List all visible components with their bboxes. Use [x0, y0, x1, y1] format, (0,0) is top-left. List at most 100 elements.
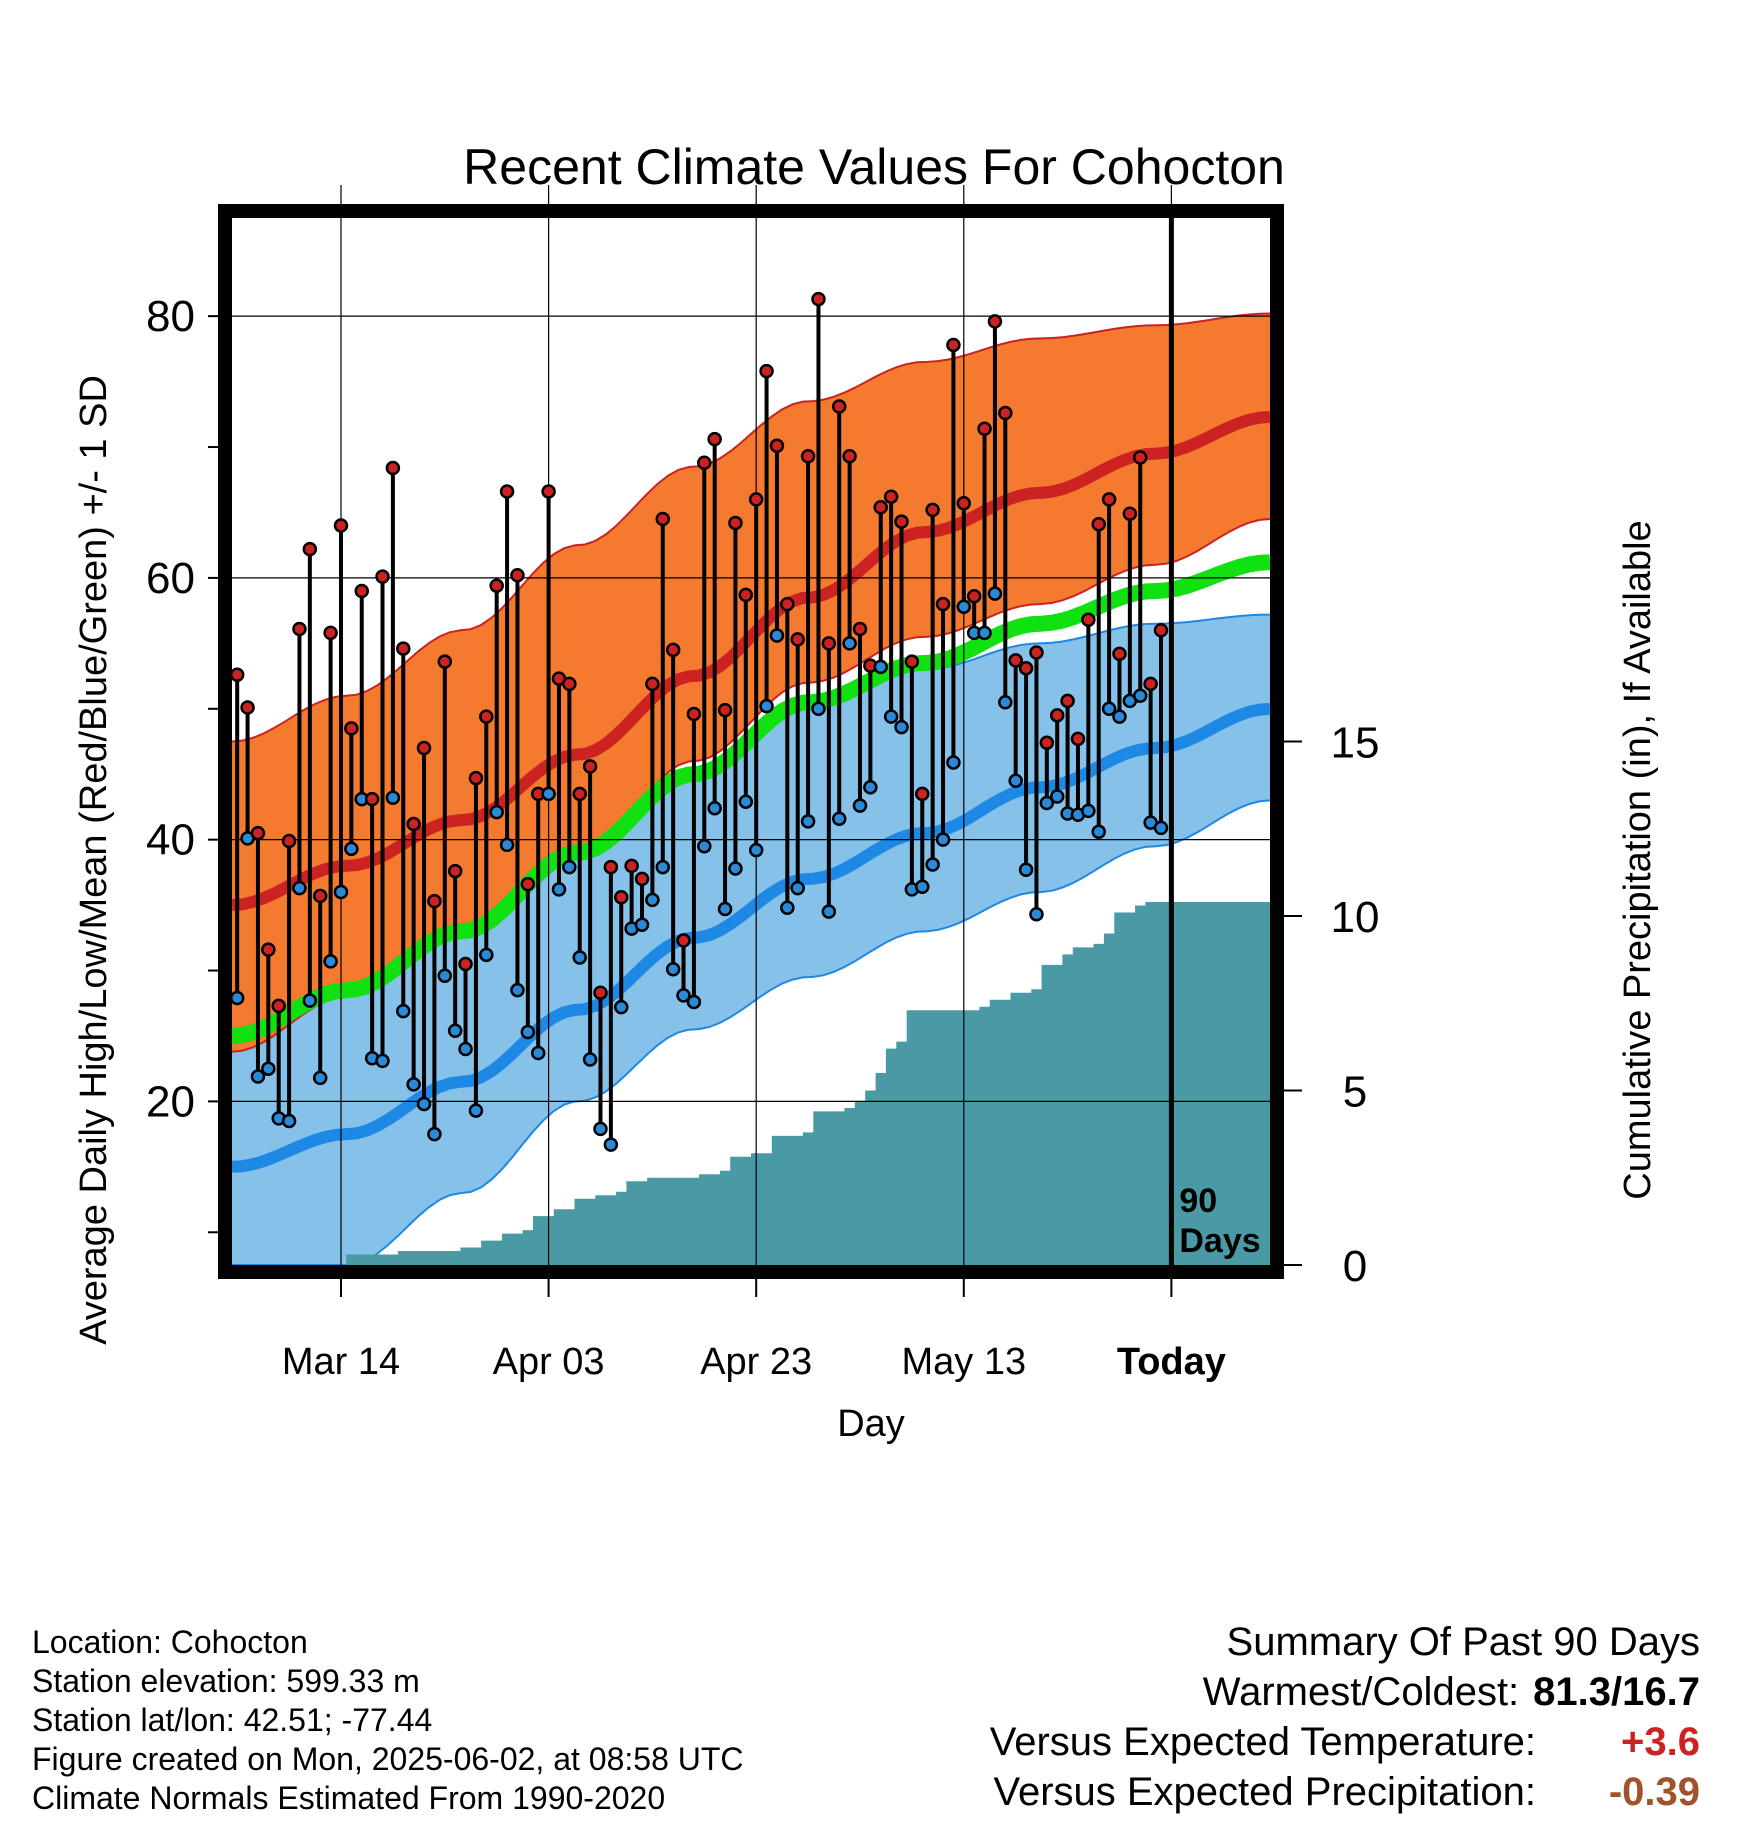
low-point	[883, 709, 899, 724]
low-point	[479, 947, 494, 963]
latlon-text: Station lat/lon: 42.51; -77.44	[32, 1702, 433, 1738]
high-point	[790, 632, 805, 647]
low-point	[707, 800, 722, 816]
high-point	[1133, 450, 1148, 465]
high-point	[915, 786, 930, 802]
low-point	[686, 994, 702, 1010]
low-point	[1008, 773, 1023, 789]
low-point	[447, 1023, 463, 1038]
low-point	[468, 1103, 484, 1118]
warm-cold-row: Warmest/Coldest: 81.3/16.7	[990, 1667, 1700, 1717]
high-point	[354, 583, 369, 599]
high-point	[468, 770, 484, 786]
low-point	[842, 636, 857, 651]
high-point	[582, 759, 598, 774]
high-point	[1039, 735, 1055, 751]
high-point	[1070, 731, 1086, 747]
low-point	[1101, 701, 1117, 717]
y2-tick-label: 10	[1331, 893, 1380, 942]
high-point	[1049, 708, 1065, 723]
low-point	[1091, 824, 1106, 840]
high-point	[1091, 516, 1106, 532]
precip-area	[232, 902, 1270, 1265]
y-tick-label: 80	[146, 292, 195, 341]
low-point	[769, 628, 785, 643]
temp-value: +3.6	[1621, 1720, 1700, 1764]
low-point	[614, 999, 629, 1015]
high-point	[603, 859, 619, 875]
high-point	[364, 791, 380, 807]
high-point	[302, 541, 318, 557]
low-point	[665, 961, 681, 977]
low-point	[998, 694, 1013, 710]
y-axis-label: Average Daily High/Low/Mean (Red/Blue/Gr…	[73, 375, 115, 1345]
low-point	[562, 859, 577, 875]
low-point	[915, 879, 930, 895]
high-point	[987, 314, 1003, 329]
summary-heading: Summary Of Past 90 Days	[1226, 1620, 1700, 1664]
x-tick-label: Mar 14	[282, 1341, 400, 1383]
low-point	[344, 841, 359, 857]
low-point	[676, 988, 691, 1003]
low-point	[541, 786, 556, 802]
low-point	[427, 1126, 442, 1142]
high-point	[800, 448, 816, 464]
warm-cold-value: 81.3/16.7	[1533, 1670, 1700, 1714]
high-point	[697, 455, 712, 470]
high-point	[562, 676, 577, 692]
high-point	[738, 587, 754, 603]
high-point	[894, 514, 909, 529]
low-point	[261, 1061, 276, 1076]
warm-cold-label: Warmest/Coldest:	[1202, 1670, 1520, 1714]
high-point	[447, 863, 463, 879]
summary-panel: Summary Of Past 90 Days Warmest/Coldest:…	[990, 1617, 1700, 1817]
low-point	[603, 1137, 619, 1152]
high-point	[769, 438, 785, 453]
high-point	[520, 876, 536, 892]
high-point	[1101, 492, 1117, 507]
high-point	[261, 942, 276, 957]
precip-label: Versus Expected Precipitation:	[993, 1770, 1536, 1814]
low-point	[385, 790, 401, 806]
high-point	[831, 399, 847, 414]
low-point	[655, 859, 671, 875]
high-point	[281, 833, 297, 849]
precip-row: Versus Expected Precipitation: -0.39	[990, 1767, 1700, 1817]
low-point	[987, 586, 1003, 601]
low-point	[717, 901, 733, 917]
low-point	[312, 1070, 328, 1086]
low-point	[946, 755, 961, 770]
low-point	[572, 950, 587, 965]
low-point	[530, 1045, 546, 1061]
low-point	[250, 1069, 266, 1084]
elevation-text: Station elevation: 599.33 m	[32, 1663, 420, 1699]
y2-tick-label: 5	[1343, 1068, 1367, 1117]
high-point	[665, 642, 681, 658]
high-point	[344, 721, 359, 736]
high-point	[437, 654, 453, 669]
high-point	[323, 625, 338, 641]
low-point	[499, 837, 515, 853]
x-axis-label: Day	[837, 1403, 905, 1445]
x-tick-label: May 13	[901, 1341, 1026, 1383]
low-point	[396, 1003, 411, 1019]
low-point	[925, 857, 940, 872]
low-point	[1081, 803, 1096, 819]
low-point	[281, 1113, 297, 1129]
low-point	[811, 701, 826, 717]
low-point	[489, 804, 504, 820]
low-point	[582, 1052, 598, 1067]
low-point	[748, 842, 764, 858]
low-point	[977, 625, 992, 641]
high-point	[842, 448, 857, 464]
high-point	[645, 676, 660, 692]
high-point	[489, 578, 504, 594]
high-point	[250, 825, 266, 841]
low-point	[852, 798, 868, 813]
high-point	[956, 496, 972, 511]
low-point	[437, 968, 453, 984]
low-point	[956, 599, 972, 614]
low-point	[406, 1077, 421, 1092]
high-point	[676, 933, 691, 948]
low-point	[1049, 789, 1065, 804]
